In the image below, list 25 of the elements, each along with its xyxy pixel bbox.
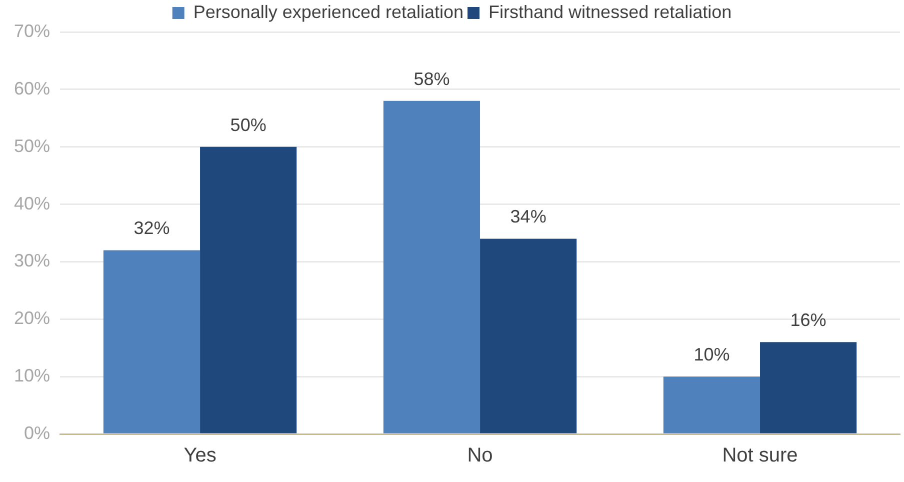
y-tick-label: 10% [14,366,50,386]
bar [663,376,760,434]
y-tick-label: 0% [24,422,50,443]
y-tick-label: 50% [14,136,50,156]
x-tick-label: Yes [184,444,216,467]
y-tick-label: 70% [14,20,50,41]
data-label: 34% [510,206,546,227]
y-tick-label: 20% [14,308,50,328]
x-tick-label: Not sure [722,444,798,467]
x-tick-label: No [467,444,493,467]
bar [103,250,200,434]
y-tick-label: 60% [14,78,50,98]
legend-label: Personally experienced retaliation [193,2,464,22]
data-label: 50% [230,114,266,135]
bar [383,100,480,434]
data-label: 10% [694,344,730,365]
bar [200,146,297,434]
y-tick-label: 40% [14,193,50,214]
data-label: 58% [414,68,450,89]
bar [760,342,857,434]
bar [480,238,577,434]
y-tick-label: 30% [14,250,50,271]
data-label: 32% [134,218,170,238]
data-label: 16% [790,310,826,330]
legend-label: Firsthand witnessed retaliation [488,2,732,22]
